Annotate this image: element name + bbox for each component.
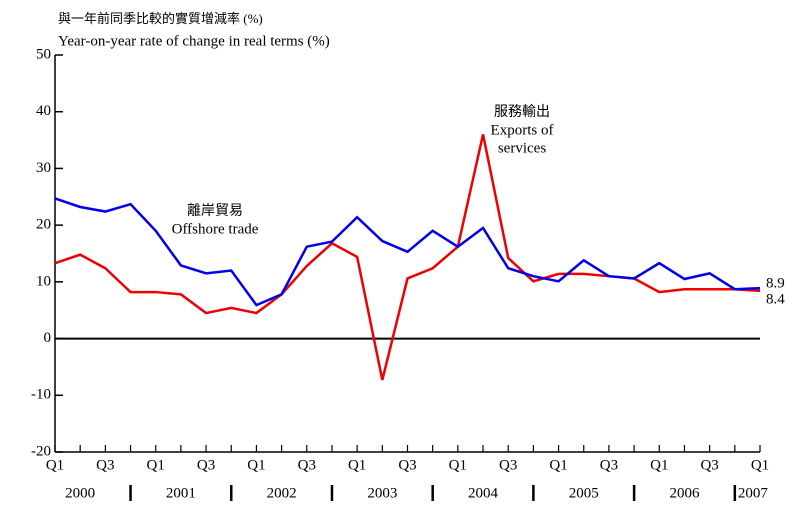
x-tick-label: Q3 <box>197 457 215 473</box>
end-label: 8.9 <box>766 275 785 291</box>
x-tick-label: Q1 <box>751 457 769 473</box>
annotation: 服務輸出 <box>494 104 550 120</box>
year-label: 2007 <box>738 485 769 501</box>
end-label: 8.4 <box>766 291 785 307</box>
y-tick-label: 40 <box>36 103 51 119</box>
series-line <box>54 197 761 307</box>
y-tick-label: 30 <box>36 160 51 176</box>
x-tick-label: Q3 <box>700 457 718 473</box>
y-tick-label: 20 <box>36 217 51 233</box>
x-tick-label: Q1 <box>247 457 265 473</box>
year-label: 2001 <box>166 485 196 501</box>
annotation: 離岸貿易 <box>187 202 243 219</box>
x-tick-label: Q1 <box>650 457 668 473</box>
year-label: 2000 <box>65 485 95 501</box>
y-label-en: Year-on-year rate of change in real term… <box>58 33 330 49</box>
x-tick-label: Q3 <box>398 457 416 473</box>
x-tick-label: Q1 <box>46 457 64 473</box>
x-tick-label: Q3 <box>499 457 517 473</box>
y-tick-label: -20 <box>31 443 51 459</box>
y-tick-label: 10 <box>36 273 51 289</box>
x-tick-label: Q1 <box>549 457 567 473</box>
y-tick-label: 50 <box>36 46 51 62</box>
year-label: 2002 <box>267 485 297 501</box>
x-tick-label: Q3 <box>96 457 114 473</box>
x-tick-label: Q1 <box>449 457 467 473</box>
annotation: Offshore trade <box>172 221 259 237</box>
x-tick-label: Q3 <box>600 457 618 473</box>
y-tick-label: -10 <box>31 387 51 403</box>
y-label-zh: 與一年前同季比較的實質增減率 (%) <box>58 11 263 26</box>
annotation: Exports of <box>491 122 554 138</box>
year-label: 2005 <box>569 485 599 501</box>
x-tick-label: Q1 <box>147 457 165 473</box>
x-tick-label: Q1 <box>348 457 366 473</box>
series-line <box>54 134 761 381</box>
y-tick-label: 0 <box>44 330 52 346</box>
year-label: 2003 <box>367 485 397 501</box>
annotation: services <box>498 140 546 156</box>
x-tick-label: Q3 <box>298 457 316 473</box>
year-label: 2004 <box>468 485 499 501</box>
year-label: 2006 <box>669 485 700 501</box>
